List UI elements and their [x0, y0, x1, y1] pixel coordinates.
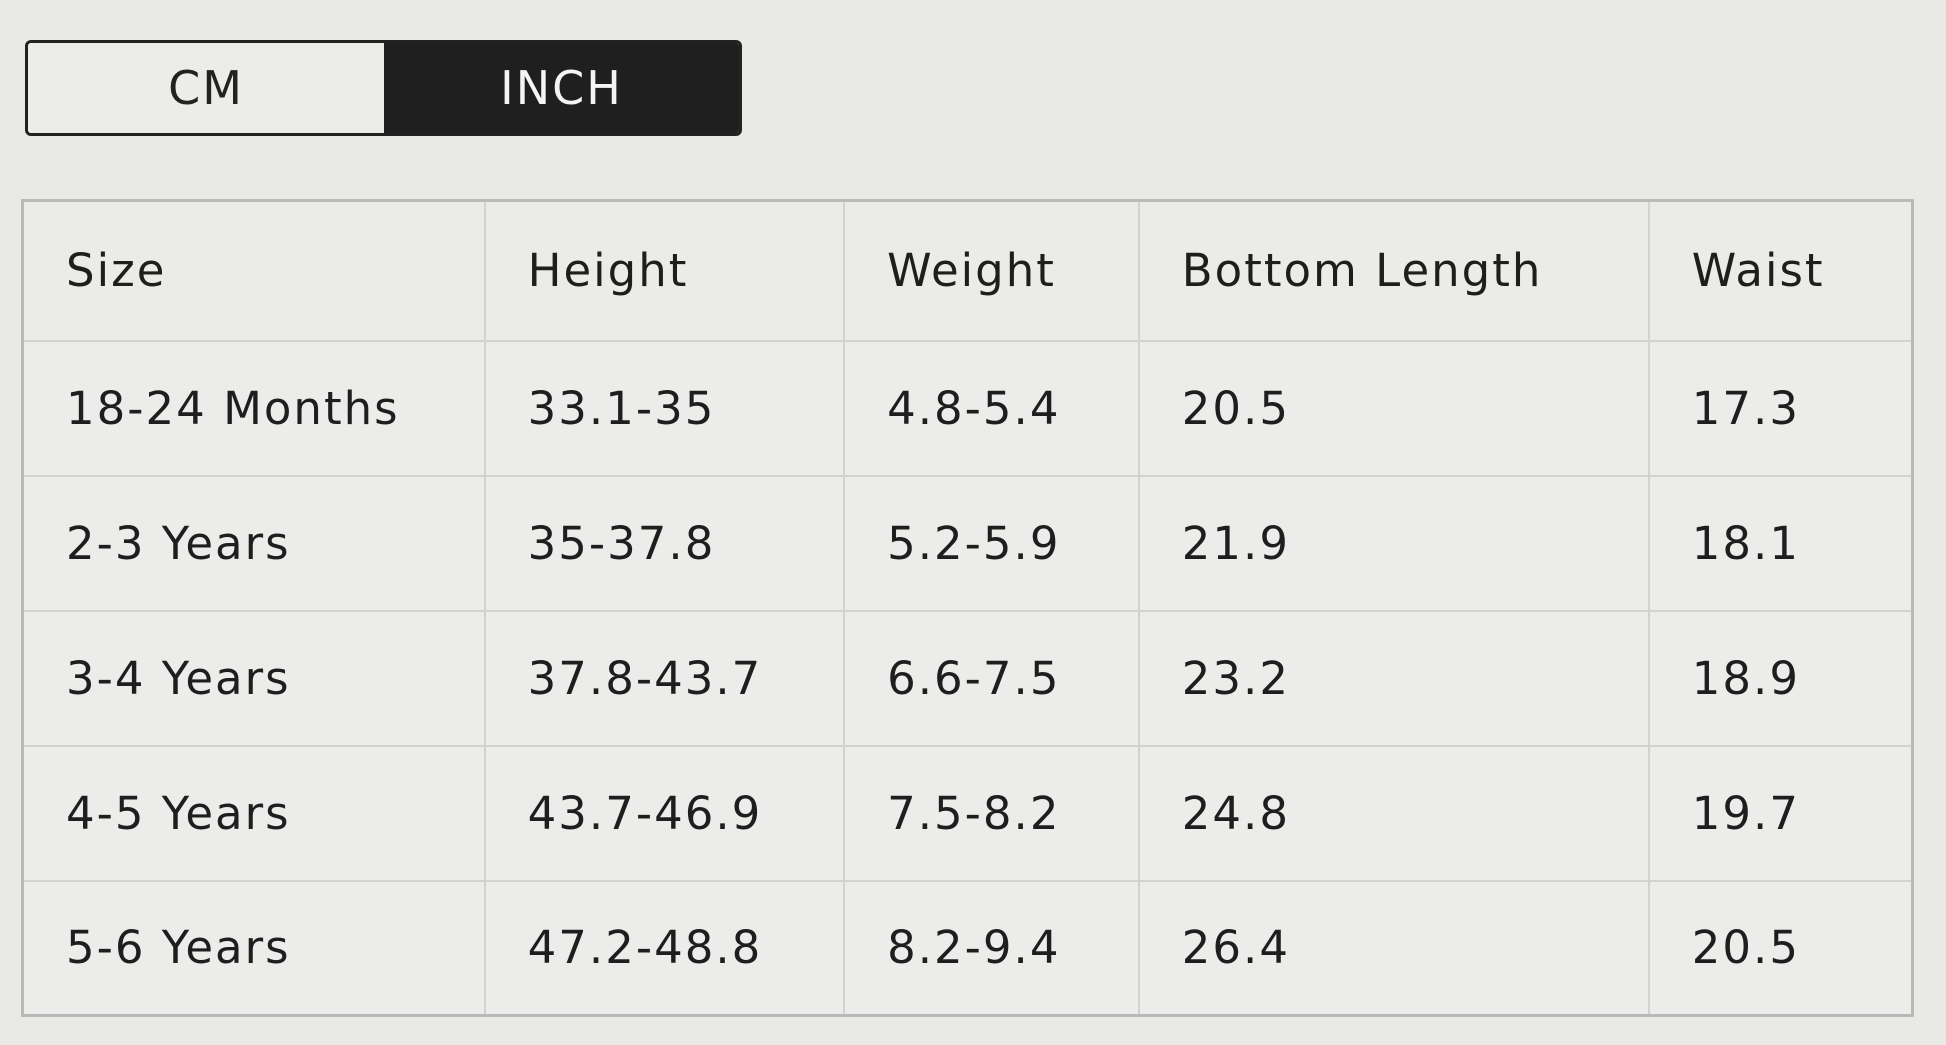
- table-row: 2-3 Years 35-37.8 5.2-5.9 21.9 18.1: [21, 474, 1914, 612]
- cell-weight: 6.6-7.5: [843, 609, 1140, 747]
- table-row: 18-24 Months 33.1-35 4.8-5.4 20.5 17.3: [21, 339, 1914, 477]
- cell-waist: 19.7: [1647, 744, 1914, 882]
- cell-size: 2-3 Years: [21, 474, 486, 612]
- cell-bottom-length: 23.2: [1137, 609, 1650, 747]
- cell-waist: 18.9: [1647, 609, 1914, 747]
- cell-bottom-length: 21.9: [1137, 474, 1650, 612]
- header-waist: Waist: [1647, 199, 1914, 342]
- cell-waist: 18.1: [1647, 474, 1914, 612]
- cell-bottom-length: 26.4: [1137, 879, 1650, 1017]
- cell-height: 47.2-48.8: [483, 879, 846, 1017]
- cell-height: 35-37.8: [483, 474, 846, 612]
- cell-weight: 7.5-8.2: [843, 744, 1140, 882]
- cell-bottom-length: 24.8: [1137, 744, 1650, 882]
- table-header-row: Size Height Weight Bottom Length Waist: [21, 199, 1914, 342]
- table-row: 4-5 Years 43.7-46.9 7.5-8.2 24.8 19.7: [21, 744, 1914, 882]
- header-size: Size: [21, 199, 486, 342]
- cell-size: 5-6 Years: [21, 879, 486, 1017]
- cell-waist: 20.5: [1647, 879, 1914, 1017]
- cell-size: 3-4 Years: [21, 609, 486, 747]
- header-height: Height: [483, 199, 846, 342]
- cell-size: 18-24 Months: [21, 339, 486, 477]
- unit-cm-button[interactable]: CM: [28, 43, 384, 133]
- cell-weight: 4.8-5.4: [843, 339, 1140, 477]
- header-bottom-length: Bottom Length: [1137, 199, 1650, 342]
- table-row: 5-6 Years 47.2-48.8 8.2-9.4 26.4 20.5: [21, 879, 1914, 1017]
- cell-waist: 17.3: [1647, 339, 1914, 477]
- unit-inch-button[interactable]: INCH: [384, 43, 739, 133]
- cell-size: 4-5 Years: [21, 744, 486, 882]
- header-weight: Weight: [843, 199, 1140, 342]
- size-chart-table: Size Height Weight Bottom Length Waist 1…: [21, 199, 1914, 1017]
- cell-weight: 5.2-5.9: [843, 474, 1140, 612]
- cell-bottom-length: 20.5: [1137, 339, 1650, 477]
- cell-height: 37.8-43.7: [483, 609, 846, 747]
- table-row: 3-4 Years 37.8-43.7 6.6-7.5 23.2 18.9: [21, 609, 1914, 747]
- cell-height: 33.1-35: [483, 339, 846, 477]
- cell-weight: 8.2-9.4: [843, 879, 1140, 1017]
- unit-toggle: CM INCH: [25, 40, 742, 136]
- cell-height: 43.7-46.9: [483, 744, 846, 882]
